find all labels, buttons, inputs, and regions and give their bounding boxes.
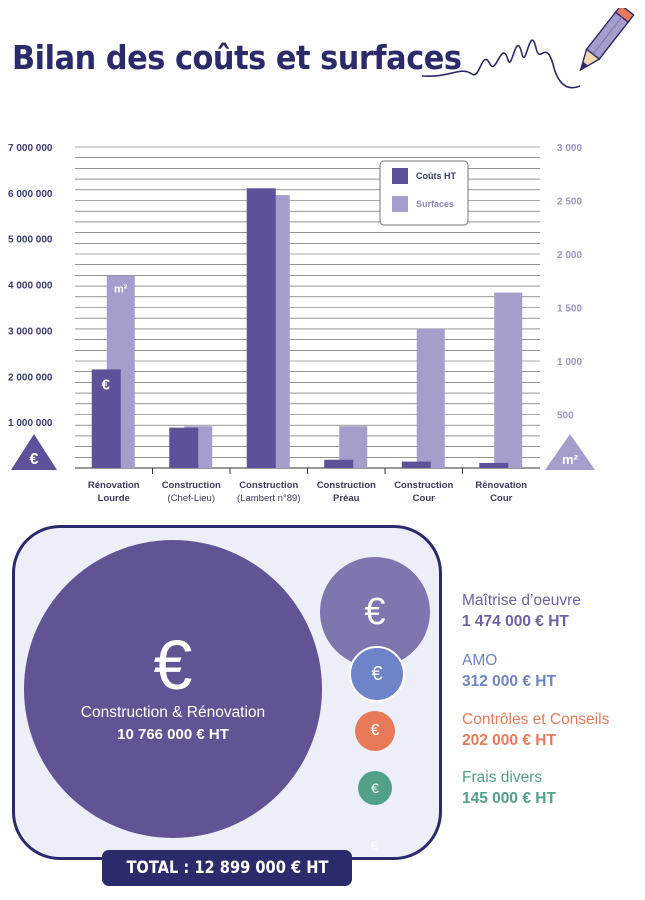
legend-swatch	[392, 168, 408, 184]
euro-icon: €	[364, 591, 386, 633]
main-cost-circle: € Construction & Rénovation 10 766 000 €…	[24, 540, 322, 838]
right-tick-label: 500	[557, 411, 574, 422]
total-label: TOTAL : 12 899 000 € HT	[125, 858, 329, 878]
left-tick-label: 5 000 000	[8, 235, 53, 246]
page-title: Bilan des coûts et surfaces	[12, 38, 462, 77]
cost-bar	[479, 462, 509, 468]
cost-bar	[401, 461, 431, 468]
legend: Coûts HT Surfaces	[379, 160, 469, 226]
cost-bar	[246, 188, 276, 468]
cost-bar	[324, 459, 354, 468]
m2-badge-icon	[545, 434, 595, 470]
euro-badge-icon	[11, 434, 57, 470]
legend-label: Coûts HT	[416, 171, 456, 181]
controles-circle: €	[355, 711, 395, 751]
right-tick-label: 2 500	[557, 197, 582, 208]
total-badge: TOTAL : 12 899 000 € HT	[102, 850, 352, 886]
right-tick-label: 2 000	[557, 250, 582, 261]
legend-frais: Frais divers 145 000 € HT	[462, 769, 556, 808]
m2-badge-label: m²	[562, 452, 579, 467]
right-axis-ticks: 500 1 000 1 500 2 000 2 500 3 000	[557, 143, 582, 422]
legend-controles: Contrôles et Conseils 202 000 € HT	[462, 711, 609, 750]
legend-amo-value: 312 000 € HT	[462, 673, 556, 690]
bar-chart: m² € 1 000 000 2 000 000 3 000 000 4 000 000…	[8, 143, 595, 504]
left-tick-label: 1 000 000	[8, 418, 53, 429]
bars: m² €	[91, 188, 523, 468]
surface-bar	[494, 292, 523, 468]
surface-marker-label: m²	[114, 283, 128, 295]
legend-controles-value: 202 000 € HT	[462, 732, 556, 749]
tiny-euro-icon: €	[370, 839, 378, 853]
category-label: Construction	[162, 480, 221, 491]
left-tick-label: 7 000 000	[8, 143, 53, 154]
cost-bar	[91, 369, 121, 468]
euro-icon: €	[370, 722, 380, 739]
surface-bar	[416, 328, 445, 468]
amo-circle: €	[349, 646, 405, 702]
category-label: Rénovation	[475, 480, 527, 491]
cost-bar	[169, 427, 199, 468]
category-labels: Rénovation Lourde Construction (Chef-Lieu) C…	[88, 480, 527, 504]
category-sublabel: (Chef-Lieu)	[167, 493, 215, 504]
euro-icon: €	[371, 663, 383, 685]
left-tick-label: 2 000 000	[8, 372, 53, 383]
category-sublabel: Préau	[333, 493, 360, 504]
cost-marker-label: €	[102, 376, 111, 393]
right-tick-label: 1 000	[557, 357, 582, 368]
main-cost-label: Construction & Rénovation	[80, 704, 266, 721]
euro-icon: €	[153, 626, 193, 704]
right-tick-label: 1 500	[557, 304, 582, 315]
grid-lines	[75, 146, 540, 474]
category-sublabel: Cour	[490, 493, 512, 504]
left-tick-label: 6 000 000	[8, 189, 53, 200]
legend-maitrise: Maîtrise d’oeuvre 1 474 000 € HT	[462, 592, 581, 631]
category-sublabel: (Lambert n°89)	[237, 493, 300, 504]
legend-label: Surfaces	[416, 199, 454, 209]
legend-maitrise-label: Maîtrise d’oeuvre	[462, 592, 581, 609]
legend-swatch	[392, 196, 408, 212]
category-label: Construction	[394, 480, 453, 491]
category-label: Construction	[317, 480, 376, 491]
right-tick-label: 3 000	[557, 143, 582, 154]
legend-maitrise-value: 1 474 000 € HT	[462, 613, 569, 630]
category-sublabel: Lourde	[98, 493, 130, 504]
pencil-icon	[421, 8, 635, 89]
legend-amo-label: AMO	[462, 652, 498, 669]
frais-circle: €	[358, 771, 392, 805]
category-sublabel: Cour	[413, 493, 435, 504]
legend-frais-value: 145 000 € HT	[462, 790, 556, 807]
category-label: Rénovation	[88, 480, 140, 491]
legend-frais-label: Frais divers	[462, 769, 543, 786]
legend-controles-label: Contrôles et Conseils	[462, 711, 610, 728]
euro-badge-label: €	[30, 451, 39, 468]
legend-amo: AMO 312 000 € HT	[462, 652, 556, 691]
left-tick-label: 4 000 000	[8, 281, 53, 292]
left-tick-label: 3 000 000	[8, 326, 53, 337]
axis-badges: € m²	[11, 434, 595, 470]
main-cost-value: 10 766 000 € HT	[117, 726, 229, 743]
category-label: Construction	[239, 480, 298, 491]
left-axis-ticks: 1 000 000 2 000 000 3 000 000 4 000 000 5 00…	[8, 143, 53, 429]
euro-icon: €	[371, 780, 379, 796]
